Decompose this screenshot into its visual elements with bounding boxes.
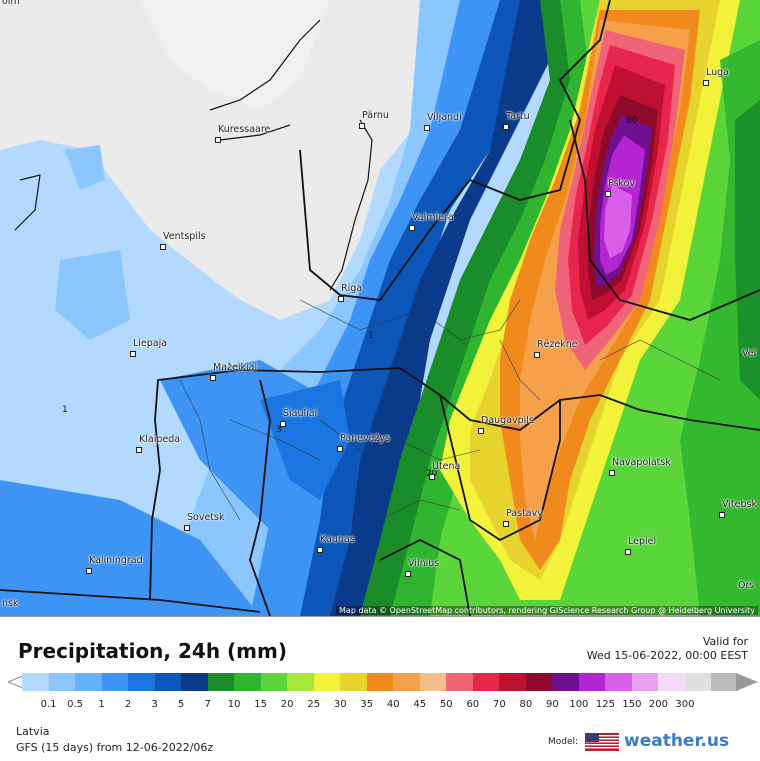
city-label: Valmiera bbox=[409, 212, 454, 231]
scale-swatch bbox=[499, 673, 527, 691]
scale-tick-label: 150 bbox=[622, 699, 642, 710]
brand-logo[interactable]: weather.us bbox=[624, 731, 730, 751]
city-label: Riga bbox=[338, 283, 362, 302]
city-label: Panevėžys bbox=[337, 433, 390, 452]
scale-tick-label: 1 bbox=[98, 699, 105, 710]
city-label: Tartu bbox=[503, 111, 530, 130]
contour-label: 80 bbox=[626, 116, 638, 126]
scale-swatch bbox=[287, 673, 315, 691]
city-label: Liepaja bbox=[130, 338, 167, 357]
city-label: Viljandi bbox=[424, 112, 462, 131]
scale-tick-label: 2 bbox=[124, 699, 132, 710]
city-label: Pärnu bbox=[359, 110, 389, 129]
contour-label: 3 bbox=[276, 425, 282, 435]
scale-swatch bbox=[578, 673, 606, 691]
scale-tick-label: 40 bbox=[386, 699, 400, 710]
valid-time: Wed 15-06-2022, 00:00 EEST bbox=[586, 649, 748, 662]
scale-swatch bbox=[22, 673, 50, 691]
scale-swatch bbox=[101, 673, 129, 691]
scale-tick-label: 50 bbox=[439, 699, 453, 710]
scale-swatch bbox=[605, 673, 633, 691]
scale-tick-label: 100 bbox=[569, 699, 589, 710]
scale-tick-label: 125 bbox=[595, 699, 615, 710]
city-label: Ors bbox=[738, 580, 755, 591]
city-label: Lepiel bbox=[625, 536, 656, 555]
scale-swatch bbox=[234, 673, 262, 691]
city-label: Ventspils bbox=[160, 231, 206, 250]
us-flag-icon bbox=[585, 733, 619, 751]
contour-label: 1 bbox=[368, 331, 374, 341]
scale-tick-label: 15 bbox=[254, 699, 268, 710]
scale-swatch bbox=[393, 673, 421, 691]
model-run: GFS (15 days) from 12-06-2022/06z bbox=[16, 741, 214, 754]
precipitation-field: 1 1 3 20 80 bbox=[0, 0, 760, 616]
scale-max-arrow bbox=[736, 673, 758, 691]
city-label: Utena bbox=[429, 461, 460, 480]
scale-swatch bbox=[658, 673, 686, 691]
scale-tick-label: 20 bbox=[280, 699, 294, 710]
scale-tick-label: 200 bbox=[648, 699, 668, 710]
map-attribution: Map data © OpenStreetMap contributors, r… bbox=[336, 606, 758, 615]
valid-label: Valid for bbox=[702, 635, 748, 648]
scale-tick-label: 60 bbox=[466, 699, 480, 710]
contour-label: 1 bbox=[62, 405, 68, 415]
scale-swatch bbox=[181, 673, 209, 691]
city-label: nsk bbox=[2, 598, 19, 609]
scale-tick-label: 35 bbox=[360, 699, 374, 710]
city-label: Navapolatsk bbox=[609, 457, 671, 476]
city-label: Vilnius bbox=[405, 558, 439, 577]
city-label: Kuressaare bbox=[215, 124, 270, 143]
city-label: Vel bbox=[742, 348, 757, 359]
scale-tick-label: 5 bbox=[177, 699, 185, 710]
precipitation-map[interactable]: 1 1 3 20 80 Kuressaare Pärnu Viljandi Ta… bbox=[0, 0, 760, 616]
scale-swatch bbox=[711, 673, 739, 691]
scale-swatch bbox=[260, 673, 288, 691]
scale-tick-label: 0.5 bbox=[67, 699, 83, 710]
scale-swatch bbox=[48, 673, 76, 691]
scale-swatch bbox=[207, 673, 235, 691]
scale-swatch bbox=[313, 673, 341, 691]
scale-tick-label: 0.1 bbox=[40, 699, 57, 710]
city-label: Mažeikiai bbox=[210, 362, 257, 381]
scale-tick-label: 80 bbox=[519, 699, 533, 710]
scale-tick-label: 3 bbox=[151, 699, 158, 710]
city-label: Vitebsk bbox=[719, 499, 757, 518]
scale-swatch bbox=[446, 673, 474, 691]
city-label: Klaipeda bbox=[136, 434, 180, 453]
scale-swatch bbox=[525, 673, 553, 691]
scale-swatch bbox=[154, 673, 182, 691]
color-scale bbox=[8, 673, 760, 691]
chart-title: Precipitation, 24h (mm) bbox=[18, 639, 287, 663]
scale-swatch bbox=[631, 673, 659, 691]
region-name: Latvia bbox=[16, 725, 50, 738]
scale-tick-label: 30 bbox=[333, 699, 347, 710]
scale-tick-label: 10 bbox=[227, 699, 241, 710]
scale-tick-label: 7 bbox=[204, 699, 211, 710]
city-label: Pastavy bbox=[503, 508, 543, 527]
city-label: Sovetsk bbox=[184, 512, 225, 531]
city-label: Luga bbox=[703, 67, 729, 86]
city-label: Kaliningrad bbox=[86, 555, 143, 574]
city-label: Kaunas bbox=[317, 534, 355, 553]
city-label: Šiauliai bbox=[280, 408, 317, 427]
city-label: olm bbox=[2, 0, 20, 7]
city-label: Daugavpils bbox=[478, 415, 534, 434]
scale-swatch bbox=[419, 673, 447, 691]
scale-tick-label: 25 bbox=[307, 699, 321, 710]
city-label: Rēzekne bbox=[534, 339, 578, 358]
scale-swatch bbox=[128, 673, 156, 691]
scale-swatch bbox=[366, 673, 394, 691]
scale-tick-label: 70 bbox=[492, 699, 506, 710]
model-label: Model: bbox=[548, 737, 579, 747]
scale-swatch bbox=[472, 673, 500, 691]
scale-swatch bbox=[552, 673, 580, 691]
scale-swatch bbox=[340, 673, 368, 691]
scale-swatch bbox=[75, 673, 103, 691]
scale-tick-label: 90 bbox=[545, 699, 559, 710]
scale-swatch bbox=[684, 673, 712, 691]
scale-tick-label: 300 bbox=[675, 699, 695, 710]
legend-panel: Precipitation, 24h (mm) Valid for Wed 15… bbox=[0, 616, 760, 761]
city-label: Pskov bbox=[605, 178, 635, 197]
scale-tick-label: 45 bbox=[413, 699, 427, 710]
